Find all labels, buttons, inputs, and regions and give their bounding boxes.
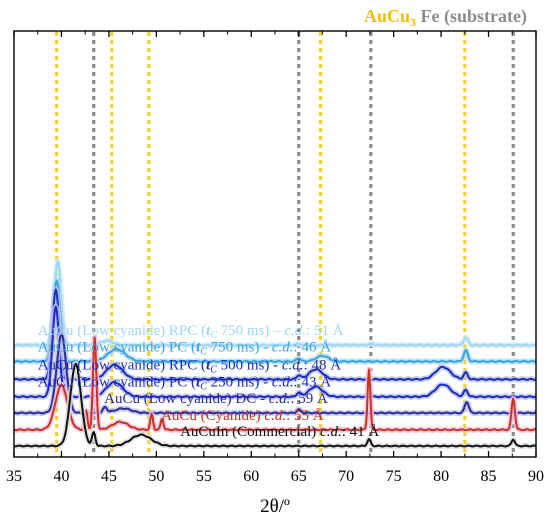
x-tick-label: 80 — [433, 468, 449, 485]
series-label-5: AuCu (Cyanide) c.d.: 55 Å — [161, 408, 324, 424]
series-label-0: AuCu (Low cyanide) RPC (tC 750 ms) – c.d… — [38, 323, 344, 341]
series-line-4 — [13, 333, 537, 415]
series-line-6 — [13, 362, 537, 448]
x-tick-label: 75 — [386, 468, 402, 485]
x-tick-label: 90 — [528, 468, 544, 485]
series-layer — [12, 258, 538, 450]
legend-fe-substrate: Fe (substrate) — [421, 6, 527, 27]
series-line-3 — [13, 305, 537, 399]
legend: AuCu3 Fe (substrate) — [364, 6, 527, 29]
x-tick-label: 60 — [243, 468, 259, 485]
x-tick-label: 35 — [6, 468, 22, 485]
series-label-6: AuCuIn (Commercial) c.d.: 41 Å — [180, 424, 379, 440]
x-tick-label: 40 — [53, 468, 69, 485]
x-tick-label: 45 — [101, 468, 117, 485]
x-axis-title: 2θ/º — [260, 496, 290, 517]
series-label-3: AuCu (Low cyanide) PC (tC 250 ms) - c.d.… — [38, 375, 331, 393]
series-line-0 — [13, 260, 537, 347]
series-label-2: AuCu (Low cyanide) RPC (tC 500 ms) - c.d… — [38, 357, 341, 375]
legend-aucu3: AuCu3 — [364, 6, 416, 29]
series-line-1 — [13, 279, 537, 363]
series-line-2 — [13, 288, 537, 381]
series-label-4: AuCu (Low cyanide) DC - c.d.: 59 Å — [104, 391, 328, 407]
x-tick-label: 85 — [481, 468, 497, 485]
series-labels: AuCu (Low cyanide) RPC (tC 750 ms) – c.d… — [38, 323, 380, 440]
x-tick-label: 70 — [338, 468, 354, 485]
x-axis-ticks: 35 40 45 50 55 60 65 70 75 80 85 90 — [6, 31, 544, 485]
x-tick-label: 55 — [196, 468, 212, 485]
series-label-1: AuCu (Low cyanide) PC (tC 750 ms) - c.d.… — [38, 339, 331, 357]
x-tick-label: 50 — [148, 468, 164, 485]
series-line-5 — [13, 336, 537, 432]
x-tick-label: 65 — [291, 468, 307, 485]
